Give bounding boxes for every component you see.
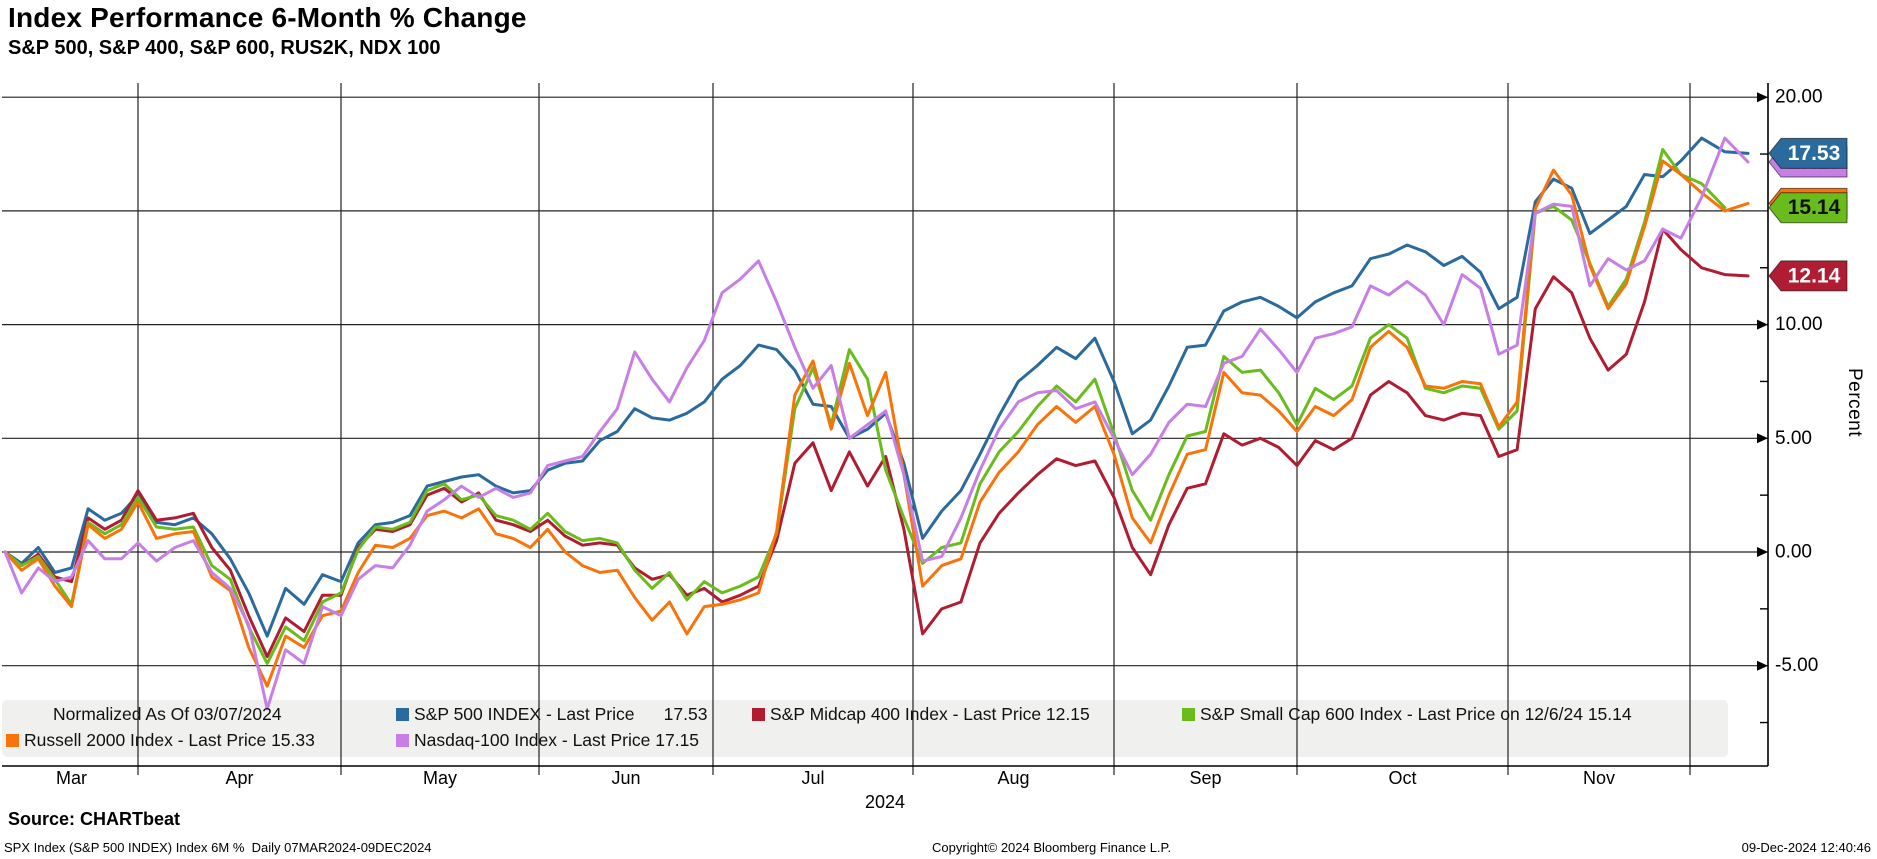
last-price-badge-text-sp500: 17.53 <box>1788 142 1841 165</box>
x-month-label: Sep <box>1189 768 1221 788</box>
y-tick-label: 10.00 <box>1775 314 1823 335</box>
y-tick-arrow-icon <box>1757 433 1768 444</box>
series-line-rus2k <box>3 159 1750 688</box>
x-month-label: Oct <box>1388 768 1416 788</box>
y-tick-label: -5.00 <box>1775 655 1818 676</box>
source-label: Source: CHARTbeat <box>8 809 181 829</box>
x-month-label: Aug <box>997 768 1029 788</box>
x-month-label: May <box>423 768 457 788</box>
last-price-badge-text-sp400: 12.14 <box>1788 264 1841 287</box>
y-axis-title: Percent <box>1844 368 1865 437</box>
footer-timestamp: 09-Dec-2024 12:40:46 <box>1741 840 1871 855</box>
x-year-label: 2024 <box>865 792 905 812</box>
last-price-badge-text-sp600: 15.14 <box>1788 196 1841 219</box>
footer-security-info: SPX Index (S&P 500 INDEX) Index 6M % Dai… <box>4 840 432 855</box>
footer-copyright: Copyright© 2024 Bloomberg Finance L.P. <box>932 840 1172 855</box>
last-price-badge-sp400 <box>1768 260 1848 292</box>
last-price-badge-sp500 <box>1768 137 1848 169</box>
page-title: Index Performance 6-Month % Change <box>8 2 527 33</box>
y-tick-arrow-icon <box>1757 547 1768 557</box>
y-tick-arrow-icon <box>1757 319 1768 330</box>
y-tick-arrow-icon <box>1757 92 1768 103</box>
y-tick-label: 0.00 <box>1775 542 1812 563</box>
x-month-label: Nov <box>1583 768 1615 788</box>
series-line-sp400 <box>3 227 1750 659</box>
series-line-sp600 <box>3 148 1727 665</box>
x-month-label: Jul <box>801 768 824 788</box>
y-tick-arrow-icon <box>1757 660 1768 671</box>
y-tick-label: 20.00 <box>1775 87 1823 108</box>
last-price-badge-sp600 <box>1768 192 1848 224</box>
series-line-ndx <box>3 136 1750 711</box>
x-month-label: Jun <box>611 768 640 788</box>
page-subtitle: S&P 500, S&P 400, S&P 600, RUS2K, NDX 10… <box>8 37 441 59</box>
series-line-sp500 <box>3 136 1750 638</box>
x-month-label: Apr <box>225 768 253 788</box>
x-month-label: Mar <box>56 768 87 788</box>
legend-background <box>2 700 1728 757</box>
y-tick-label: 5.00 <box>1775 428 1812 449</box>
